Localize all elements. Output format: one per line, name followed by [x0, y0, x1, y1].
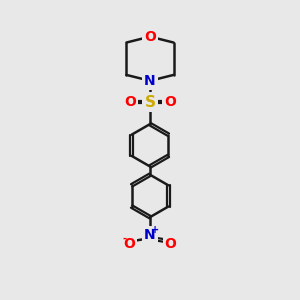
- Text: -: -: [122, 233, 126, 243]
- Text: O: O: [165, 237, 176, 250]
- Text: N: N: [144, 74, 156, 88]
- Text: +: +: [151, 225, 159, 235]
- Text: O: O: [144, 30, 156, 44]
- Text: O: O: [164, 95, 176, 109]
- Text: N: N: [144, 228, 156, 242]
- Text: O: O: [124, 95, 136, 109]
- Text: S: S: [145, 94, 155, 110]
- Text: O: O: [124, 237, 135, 250]
